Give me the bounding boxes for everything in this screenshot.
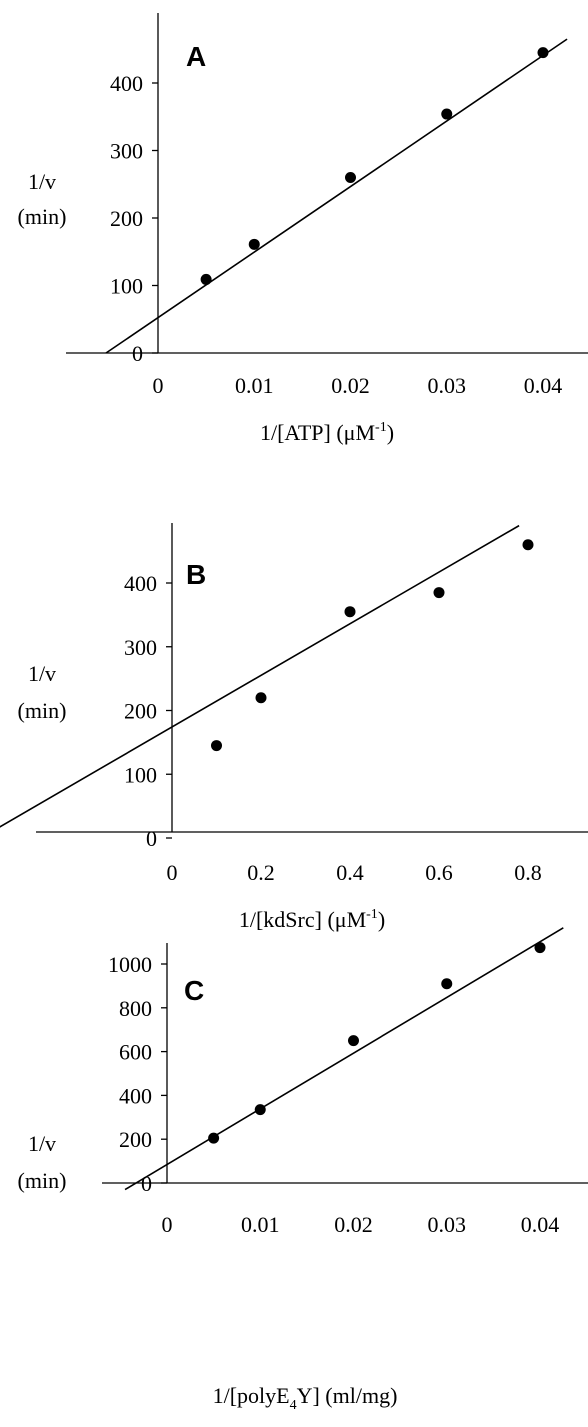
y-tick-label: 100	[124, 762, 157, 787]
y-tick-label: 1000	[108, 952, 152, 977]
x-axis-title: 1/[ATP] (μM-1)	[260, 420, 394, 445]
y-axis-title: 1/v	[28, 169, 56, 194]
fit-line	[105, 38, 568, 354]
y-tick-label: 300	[110, 139, 143, 164]
x-tick-label: 0.2	[247, 860, 275, 885]
y-axis-title: 1/v	[28, 661, 56, 686]
x-axis-title-end: Y] (ml/mg)	[297, 1383, 398, 1408]
x-axis-title: 1/[kdSrc] (μM-1)	[239, 907, 385, 932]
y-tick-label: 100	[110, 274, 143, 299]
data-point	[433, 587, 445, 599]
y-axis-title: 1/v	[28, 1131, 56, 1156]
data-point	[348, 1035, 359, 1047]
data-point	[208, 1132, 220, 1144]
x-tick-label: 0.8	[514, 860, 542, 885]
y-tick-label: 400	[110, 71, 143, 96]
x-tick-label: 0.4	[336, 860, 364, 885]
data-point	[537, 47, 549, 59]
x-axis-title-main: 1/[ATP] (	[260, 420, 344, 445]
x-tick-label: 0.03	[428, 1212, 467, 1237]
data-point	[534, 942, 546, 954]
fit-line	[124, 927, 564, 1191]
y-tick-label: 300	[124, 635, 157, 660]
x-tick-label: 0.04	[524, 373, 563, 398]
chart-panel-b: 0 100 200 300 400 0 0.2 0.4 0.6 0.8 B 1/v (min) 1/[kd…	[0, 523, 588, 932]
data-point	[248, 238, 260, 250]
data-point	[344, 606, 356, 618]
chart-panel-c: 0 200 400 600 800 1000 0 0.01 0.02 0.03 0.04 C 1/v (m…	[18, 927, 588, 1413]
y-axis-title: (min)	[18, 698, 67, 723]
x-tick-label: 0.02	[334, 1212, 373, 1237]
x-axis-title-unit: μM	[344, 420, 375, 445]
data-point	[441, 978, 453, 990]
y-tick-label: 0	[141, 1171, 152, 1196]
chart-panel-a: 0 100 200 300 400 0 0.01 0.02 0.03 0.04 A 1/v (min) 1…	[18, 13, 588, 445]
fit-line	[0, 524, 520, 828]
panel-letter: B	[186, 559, 206, 590]
y-tick-label: 400	[119, 1083, 152, 1108]
x-tick-label: 0.6	[425, 860, 453, 885]
x-tick-label: 0.02	[331, 373, 370, 398]
panel-letter: C	[184, 975, 204, 1006]
y-axis-title: (min)	[18, 1168, 67, 1193]
y-tick-label: 200	[110, 206, 143, 231]
x-tick-label: 0	[167, 860, 178, 885]
y-tick-label: 0	[146, 826, 157, 851]
x-axis-title-end: )	[378, 907, 385, 932]
x-axis-title-main: 1/[polyE	[213, 1383, 290, 1408]
data-point	[200, 273, 212, 285]
data-point	[211, 740, 222, 752]
x-axis-title-unit: μM	[335, 907, 366, 932]
data-point	[254, 1104, 266, 1116]
x-tick-label: 0.01	[241, 1212, 280, 1237]
data-point	[255, 692, 267, 704]
y-tick-label: 200	[124, 699, 157, 724]
x-axis-title-end: )	[387, 420, 394, 445]
y-axis-title: (min)	[18, 204, 67, 229]
panel-letter: A	[186, 41, 206, 72]
y-tick-label: 800	[119, 996, 152, 1021]
data-point	[345, 172, 356, 183]
y-tick-label: 600	[119, 1040, 152, 1065]
x-axis-title-main: 1/[kdSrc] (	[239, 907, 335, 932]
x-axis-title-sub: 4	[290, 1398, 297, 1413]
x-tick-label: 0.01	[235, 373, 274, 398]
x-tick-label: 0.04	[521, 1212, 560, 1237]
data-point	[441, 108, 453, 120]
x-axis-title: 1/[polyE4Y] (ml/mg)	[213, 1383, 398, 1413]
x-tick-label: 0	[162, 1212, 173, 1237]
y-tick-label: 200	[119, 1127, 152, 1152]
data-point	[522, 539, 534, 551]
y-tick-label: 0	[132, 341, 143, 366]
x-axis-title-sup: -1	[366, 907, 378, 922]
x-axis-title-sup: -1	[375, 420, 387, 435]
x-tick-label: 0.03	[428, 373, 467, 398]
x-tick-label: 0	[153, 373, 164, 398]
y-tick-label: 400	[124, 571, 157, 596]
